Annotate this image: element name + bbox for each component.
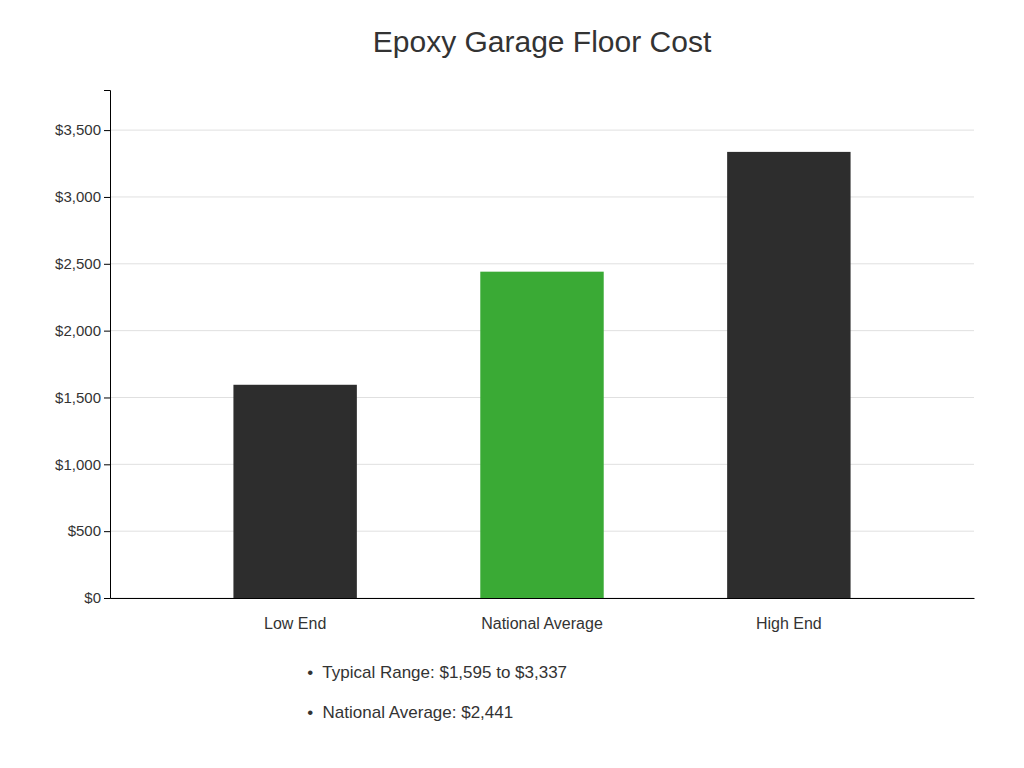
y-tick: $1,500 [55,389,110,406]
plot-area: $0 $500 $1,000 $1,500 $2,000 $2,500 $3,000 $3,5… [55,91,974,633]
grid-line [110,130,974,131]
grid [110,130,974,598]
x-axis-line [111,598,975,599]
y-tick: $500 [68,522,110,539]
x-axis: Low End National Average High End [111,599,975,633]
y-tick-mark [104,531,110,532]
annotation: • Typical Range: $1,595 to $3,337 [307,663,567,682]
y-tick-label: $3,000 [55,188,101,205]
y-tick: $3,500 [55,121,110,138]
annotations: • Typical Range: $1,595 to $3,337 • Natio… [307,663,567,722]
x-tick: Low End [264,615,326,632]
x-tick: National Average [481,615,603,632]
y-tick-label: $1,000 [55,456,101,473]
y-tick: $1,000 [55,456,110,473]
annotation: • National Average: $2,441 [307,703,513,722]
x-tick: High End [756,615,822,632]
y-tick: $0 [84,589,110,606]
y-tick-label: $500 [68,522,101,539]
y-tick-mark [104,598,110,599]
bars [233,152,850,598]
x-tick-label: Low End [264,615,326,632]
y-tick: $2,000 [55,322,110,339]
y-tick-label: $0 [84,589,101,606]
chart-svg: $0 $500 $1,000 $1,500 $2,000 $2,500 $3,000 $3,5… [0,0,1024,768]
y-tick-label: $3,500 [55,121,101,138]
y-tick-mark [104,130,110,131]
bar [480,272,603,598]
y-axis: $0 $500 $1,000 $1,500 $2,000 $2,500 $3,000 $3,5… [55,91,110,607]
bar [233,385,356,598]
y-axis-line [104,91,111,599]
y-tick-mark [104,264,110,265]
y-tick-mark [104,331,110,332]
y-tick: $2,500 [55,255,110,272]
y-tick-mark [104,464,110,465]
y-tick-mark [104,397,110,398]
x-tick-label: High End [756,615,822,632]
bar [727,152,850,598]
title: Epoxy Garage Floor Cost [373,25,712,58]
y-tick-label: $2,500 [55,255,101,272]
y-tick-mark [104,197,110,198]
y-tick: $3,000 [55,188,110,205]
y-tick-label: $2,000 [55,322,101,339]
y-tick-label: $1,500 [55,389,101,406]
x-tick-label: National Average [481,615,603,632]
